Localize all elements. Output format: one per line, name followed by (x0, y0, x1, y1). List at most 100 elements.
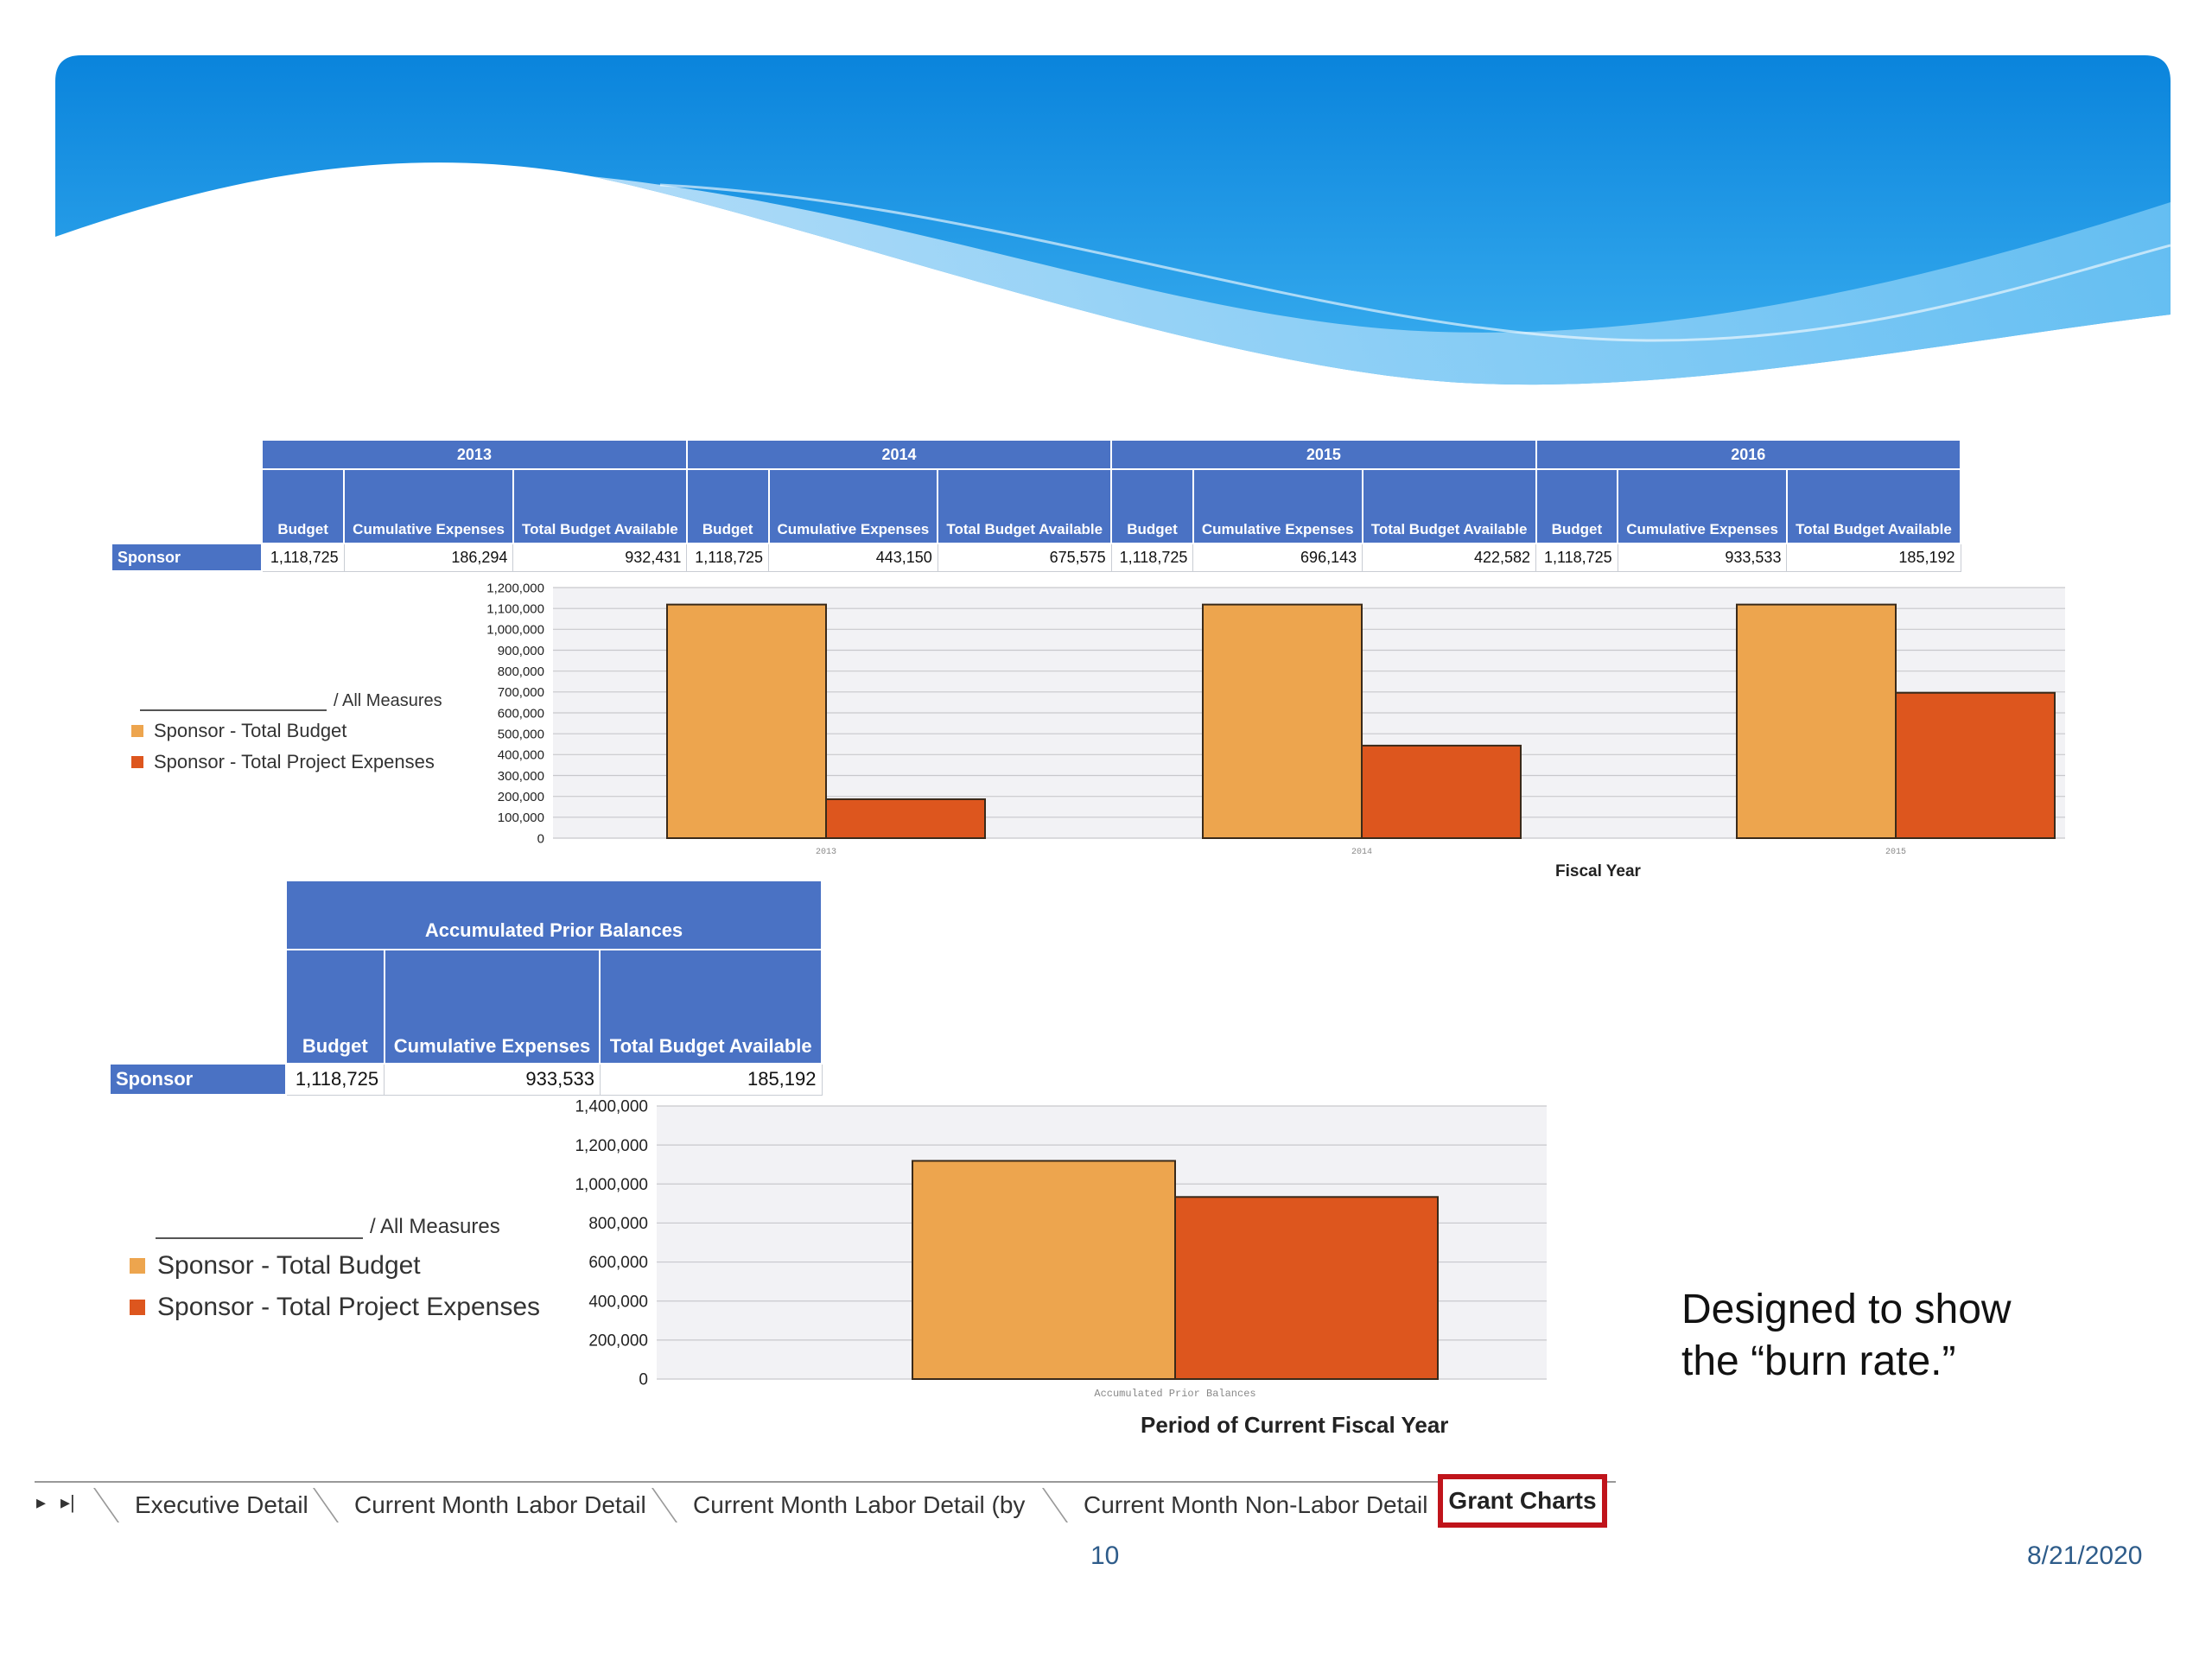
table-row: Sponsor 1,118,725 186,294 932,431 1,118,… (111, 543, 1961, 572)
header-wave-banner (55, 55, 2171, 385)
legend-expenses: Sponsor - Total Project Expenses (157, 1293, 541, 1321)
y-tick-label: 0 (639, 1371, 648, 1389)
legend-budget: Sponsor - Total Budget (157, 1251, 421, 1280)
budget-bar (912, 1160, 1176, 1380)
y-tick-label: 1,000,000 (575, 1176, 648, 1194)
tab-current-month-labor-detail-by[interactable]: Current Month Labor Detail (by (693, 1491, 1026, 1518)
col-budget: Budget (1535, 468, 1619, 544)
cell-available: 422,582 (1362, 543, 1537, 572)
cell-cumulative: 443,150 (768, 543, 938, 572)
col-available: Total Budget Available (1361, 468, 1537, 544)
sheet-tab-bar: ▸ ▸| Executive Detail Current Month Labo… (35, 1481, 1616, 1529)
cell-budget: 1,118,725 (261, 543, 345, 572)
legend-underline (140, 709, 327, 711)
cell-budget: 1,118,725 (1535, 543, 1618, 572)
footer-date: 8/21/2020 (2027, 1541, 2143, 1570)
legend-underline (156, 1237, 363, 1239)
y-tick-label: 900,000 (498, 644, 544, 658)
col-available: Total Budget Available (512, 468, 688, 544)
table-row: Sponsor 1,118,725 933,533 185,192 (109, 1063, 823, 1096)
cell-cumulative: 696,143 (1192, 543, 1363, 572)
page-number: 10 (1090, 1541, 1120, 1570)
legend-measures-label: / All Measures (334, 691, 442, 710)
chart2-legend: / All Measures Sponsor - Total Budget Sp… (130, 1215, 541, 1322)
tab-executive-detail[interactable]: Executive Detail (135, 1491, 308, 1518)
cell-budget: 1,118,725 (285, 1063, 385, 1096)
y-tick-label: 1,200,000 (575, 1137, 648, 1155)
tab-scroll-last-icon[interactable]: ▸| (60, 1491, 75, 1513)
expenses-bar (1361, 744, 1522, 839)
col-cumulative: Cumulative Expenses (767, 468, 939, 544)
cell-available: 185,192 (599, 1063, 823, 1096)
cell-available: 185,192 (1786, 543, 1961, 572)
fiscal-year-bar-chart: 0 100,000 200,000 300,000 400,000 500,000 600,… (486, 581, 2065, 857)
y-tick-label: 200,000 (588, 1332, 648, 1351)
budget-bar (666, 603, 827, 840)
tab-current-month-non-labor-detail[interactable]: Current Month Non-Labor Detail (1084, 1491, 1428, 1518)
year-header: 2015 (1110, 439, 1537, 470)
tab-current-month-labor-detail[interactable]: Current Month Labor Detail (354, 1491, 646, 1518)
cell-available: 675,575 (937, 543, 1112, 572)
yearly-summary-table: 2013 2014 2015 2016 Budget Cumulative Ex… (111, 439, 1962, 572)
col-budget: Budget (685, 468, 770, 544)
col-budget: Budget (1110, 468, 1194, 544)
x-category-label: 2013 (816, 848, 836, 857)
expenses-bar (1895, 691, 2056, 839)
y-tick-label: 1,000,000 (486, 623, 544, 638)
cell-budget: 1,118,725 (686, 543, 770, 572)
y-tick-label: 300,000 (498, 769, 544, 784)
budget-swatch-icon (131, 725, 143, 737)
col-budget: Budget (260, 468, 346, 544)
accumulated-bar-chart: 0 200,000 400,000 600,000 800,000 1,000,000 1,… (575, 1098, 1547, 1400)
cell-cumulative: 186,294 (343, 543, 514, 572)
legend-budget: Sponsor - Total Budget (154, 720, 347, 741)
y-tick-label: 400,000 (588, 1293, 648, 1311)
col-budget: Budget (285, 949, 385, 1065)
tab-grant-charts[interactable]: Grant Charts (1438, 1474, 1607, 1528)
col-available: Total Budget Available (599, 949, 823, 1065)
y-tick-label: 400,000 (498, 748, 544, 763)
chart1-x-axis-title: Fiscal Year (1555, 862, 1641, 880)
expenses-swatch-icon (130, 1300, 145, 1315)
cell-available: 932,431 (512, 543, 688, 572)
expenses-bar (825, 798, 986, 839)
year-header: 2016 (1535, 439, 1962, 470)
x-category-label: 2015 (1885, 848, 1906, 857)
y-tick-label: 600,000 (498, 706, 544, 721)
y-tick-label: 700,000 (498, 685, 544, 700)
burn-rate-note: Designed to show the “burn rate.” (1681, 1287, 2012, 1384)
y-tick-label: 1,100,000 (486, 601, 544, 616)
expenses-bar (1174, 1196, 1439, 1380)
y-tick-label: 500,000 (498, 727, 544, 741)
acc-table-title: Accumulated Prior Balances (285, 880, 823, 950)
row-label: Sponsor (111, 543, 263, 572)
col-available: Total Budget Available (1785, 468, 1962, 544)
tab-scroll-next-icon[interactable]: ▸ (36, 1491, 47, 1513)
col-cumulative: Cumulative Expenses (1617, 468, 1788, 544)
cell-cumulative: 933,533 (1617, 543, 1788, 572)
col-available: Total Budget Available (937, 468, 1113, 544)
budget-bar (1736, 603, 1897, 840)
legend-measures-label: / All Measures (370, 1215, 500, 1238)
y-tick-label: 1,400,000 (575, 1098, 648, 1116)
x-category-label: Accumulated Prior Balances (1094, 1388, 1255, 1400)
y-tick-label: 0 (537, 831, 544, 846)
x-category-label: 2014 (1351, 848, 1372, 857)
col-cumulative: Cumulative Expenses (383, 949, 601, 1065)
legend-expenses: Sponsor - Total Project Expenses (154, 751, 435, 772)
budget-bar (1202, 603, 1363, 840)
accumulated-balances-table: Accumulated Prior Balances Budget Cumula… (109, 880, 823, 1096)
y-tick-label: 800,000 (498, 664, 544, 679)
chart2-x-axis-title: Period of Current Fiscal Year (1141, 1412, 1449, 1438)
row-label: Sponsor (109, 1063, 287, 1096)
budget-swatch-icon (130, 1258, 145, 1274)
year-header: 2014 (685, 439, 1113, 470)
y-tick-label: 200,000 (498, 790, 544, 804)
y-tick-label: 800,000 (588, 1215, 648, 1233)
expenses-swatch-icon (131, 756, 143, 768)
chart1-legend: / All Measures Sponsor - Total Budget Sp… (131, 691, 442, 773)
year-header: 2013 (261, 439, 688, 470)
cell-cumulative: 933,533 (384, 1063, 601, 1096)
y-tick-label: 100,000 (498, 810, 544, 825)
cell-budget: 1,118,725 (1110, 543, 1194, 572)
